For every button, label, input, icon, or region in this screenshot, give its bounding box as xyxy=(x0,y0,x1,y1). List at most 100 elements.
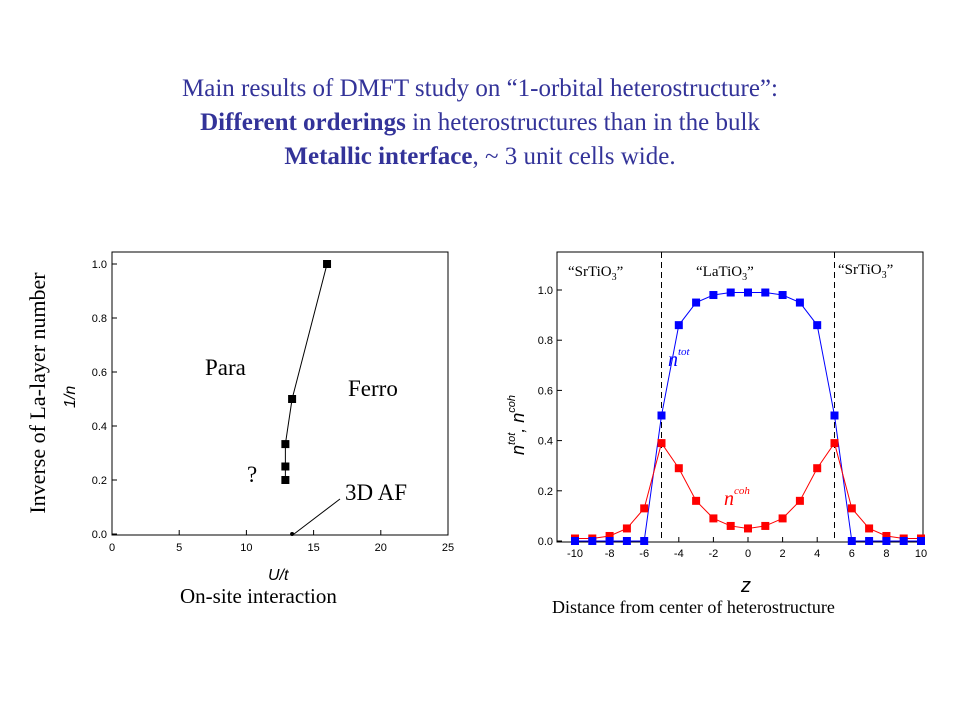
data-point-ntot xyxy=(795,298,804,307)
right-xtick-label: 8 xyxy=(883,548,889,560)
right-xlabel-text: z xyxy=(740,575,751,597)
annotation-para: Para xyxy=(205,355,246,380)
left-ylabel: 1/n xyxy=(62,386,79,408)
title-line-2: Different orderings in heterostructures … xyxy=(0,106,960,140)
right-ytick-label: 0.4 xyxy=(538,436,553,448)
data-point-ncoh xyxy=(847,504,856,513)
af-pointer-line xyxy=(293,498,341,535)
data-point xyxy=(323,260,332,268)
data-point-ntot xyxy=(761,288,770,297)
title-line-3: Metallic interface, ~ 3 unit cells wide. xyxy=(0,140,960,174)
right-xtick-label: -2 xyxy=(709,548,719,560)
data-point-ncoh xyxy=(830,439,839,448)
title-line-3-rest: , ~ 3 unit cells wide. xyxy=(472,143,676,170)
right-plot-frame xyxy=(556,251,924,543)
left-ytick-label: 0.6 xyxy=(92,367,107,379)
left-xtick-label: 15 xyxy=(307,542,319,554)
right-xtick-label: -6 xyxy=(639,548,649,560)
data-point-ncoh xyxy=(778,514,787,523)
legend-ncoh: ncoh xyxy=(724,485,750,510)
data-point-ntot xyxy=(917,537,925,545)
left-xtick-label: 10 xyxy=(240,542,252,554)
title-line-2-bold: Different orderings xyxy=(200,109,406,136)
title-line-2-rest: in heterostructures than in the bulk xyxy=(405,109,760,136)
data-point-ntot xyxy=(657,411,666,420)
data-point xyxy=(290,532,295,536)
data-point-ncoh xyxy=(709,514,718,523)
data-point-ncoh xyxy=(622,524,631,533)
data-point-ntot xyxy=(726,288,735,297)
data-point-ntot xyxy=(605,537,614,545)
data-point-ntot xyxy=(830,411,839,420)
right-xlabel: z xyxy=(740,575,751,597)
data-point-ntot xyxy=(622,537,631,545)
data-point xyxy=(281,440,290,449)
data-point-ncoh xyxy=(726,521,735,530)
right-xtick-label: 2 xyxy=(780,548,786,560)
right-xtick-label: 10 xyxy=(915,548,927,560)
left-ytick-label: 0.8 xyxy=(92,313,107,325)
left-xtick-label: 25 xyxy=(442,542,454,554)
title-line-3-bold: Metallic interface xyxy=(284,143,473,170)
annotation-3d-af: 3D AF xyxy=(345,480,407,505)
right-xtick-label: 6 xyxy=(849,548,855,560)
left-plot-frame xyxy=(111,251,449,536)
right-xtick-label: -8 xyxy=(605,548,615,560)
data-point-ntot xyxy=(571,537,579,545)
data-point-ntot xyxy=(899,537,908,545)
right-xtick-label: 4 xyxy=(814,548,820,560)
annotation-question: ? xyxy=(247,462,257,487)
left-xlabel: U/t xyxy=(268,567,289,584)
right-ytick-label: 0.2 xyxy=(538,486,553,498)
data-point-ntot xyxy=(778,291,787,300)
data-point-ncoh xyxy=(761,521,770,530)
left-xtick-label: 5 xyxy=(176,542,182,554)
right-ytick-label: 0.8 xyxy=(538,335,553,347)
right-ytick-label: 0.6 xyxy=(538,385,553,397)
data-point-ntot xyxy=(640,537,649,545)
data-point-ncoh xyxy=(882,531,891,540)
slide-title: Main results of DMFT study on “1-orbital… xyxy=(0,72,960,174)
left-ytick-label: 0.2 xyxy=(92,475,107,487)
right-xtick-label: 0 xyxy=(745,548,751,560)
left-x-caption: On-site interaction xyxy=(180,584,337,608)
data-point-ncoh xyxy=(692,496,701,505)
data-point-ntot xyxy=(847,537,856,545)
data-point-ncoh xyxy=(674,464,683,473)
data-point-ntot xyxy=(882,537,891,545)
region-label-right: “SrTiO3” xyxy=(838,262,893,281)
region-label-left: “SrTiO3” xyxy=(568,264,623,283)
right-ytick-label: 1.0 xyxy=(538,285,553,297)
right-ylabel: ntot, ncoh xyxy=(506,395,528,455)
data-point-ncoh xyxy=(795,496,804,505)
annotation-ferro: Ferro xyxy=(348,376,398,401)
data-point-ntot xyxy=(744,288,752,297)
data-point-ncoh xyxy=(813,464,822,473)
right-ytick-label: 0.0 xyxy=(538,536,553,548)
data-point xyxy=(281,462,290,471)
left-xlabel-text: U/t xyxy=(268,567,289,584)
left-ytick-label: 0.4 xyxy=(92,421,107,433)
data-point xyxy=(288,395,297,403)
left-xtick-label: 20 xyxy=(375,542,387,554)
right-x-caption: Distance from center of heterostructure xyxy=(552,597,835,617)
data-point-ntot xyxy=(865,537,874,545)
data-point-ntot xyxy=(674,321,683,330)
data-point-ncoh xyxy=(640,504,649,513)
title-line-1: Main results of DMFT study on “1-orbital… xyxy=(182,75,778,102)
data-point-ntot xyxy=(813,321,822,330)
data-point-ncoh xyxy=(605,531,614,540)
data-point-ntot xyxy=(692,298,701,307)
legend-ntot: ntot xyxy=(668,346,691,371)
data-point xyxy=(281,476,290,484)
series-line-ntot xyxy=(575,292,921,542)
right-xtick-label: -10 xyxy=(567,548,583,560)
right-xtick-label: -4 xyxy=(674,548,684,560)
data-point-ntot xyxy=(709,291,718,300)
data-point-ncoh xyxy=(865,524,874,533)
left-xtick-label: 0 xyxy=(109,542,115,554)
data-point-ncoh xyxy=(744,524,752,533)
data-point-ntot xyxy=(588,537,597,545)
